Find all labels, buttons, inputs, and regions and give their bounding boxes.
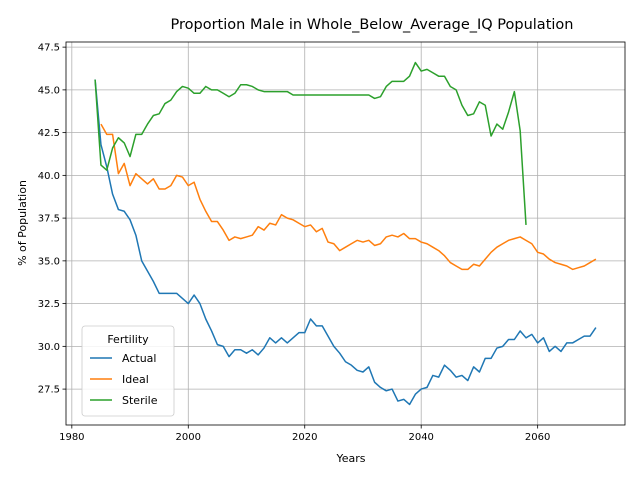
series-layer [94, 61, 597, 406]
series-line-ideal [100, 123, 597, 271]
x-tick-label: 2000 [176, 432, 201, 443]
y-tick-label: 40.0 [38, 171, 60, 182]
series-line-sterile [94, 61, 527, 225]
y-tick-label: 37.5 [38, 214, 60, 225]
y-axis-title: % of Population [16, 180, 29, 266]
chart-title: Proportion Male in Whole_Below_Average_I… [171, 17, 574, 33]
x-axis-title: Years [335, 452, 365, 465]
legend: Fertility Actual Ideal Sterile [81, 325, 175, 417]
y-tick-label: 42.5 [38, 128, 60, 139]
y-tick-label: 45.0 [38, 85, 60, 96]
y-tick-label: 47.5 [38, 43, 60, 54]
y-tick-label: 27.5 [38, 385, 60, 396]
series-line-actual [94, 79, 597, 406]
grid [66, 42, 625, 425]
y-axis: 27.5 30.0 32.5 35.0 37.5 40.0 42.5 45.0 47.5 [38, 43, 66, 396]
legend-label-sterile: Sterile [122, 394, 158, 407]
x-tick-label: 1980 [59, 432, 84, 443]
x-tick-label: 2060 [525, 432, 550, 443]
legend-label-actual: Actual [122, 352, 156, 365]
y-tick-label: 35.0 [38, 256, 60, 267]
y-tick-label: 32.5 [38, 299, 60, 310]
legend-box [81, 325, 175, 417]
legend-title: Fertility [107, 333, 149, 346]
legend-label-ideal: Ideal [122, 373, 149, 386]
x-axis: 1980 2000 2020 2040 2060 [59, 425, 550, 443]
y-tick-label: 30.0 [38, 342, 60, 353]
x-tick-label: 2020 [292, 432, 317, 443]
x-tick-label: 2040 [408, 432, 433, 443]
plot-frame [65, 41, 626, 426]
